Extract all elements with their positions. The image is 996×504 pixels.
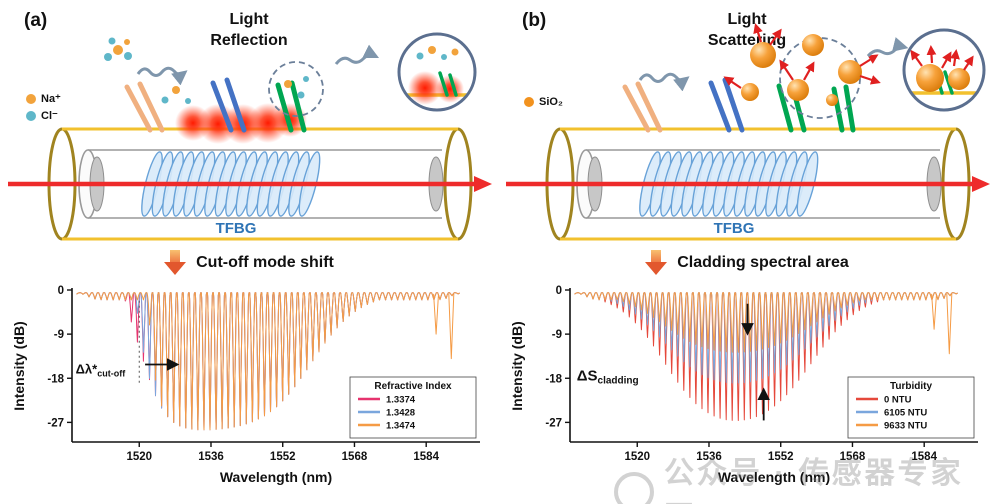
wave-arrow-icon bbox=[638, 72, 690, 92]
zoom-inset bbox=[902, 28, 986, 112]
process-caption-b: Cladding spectral area bbox=[677, 253, 849, 271]
loose-ions bbox=[161, 86, 191, 104]
svg-text:-9: -9 bbox=[552, 329, 562, 341]
zoom-inset bbox=[397, 32, 477, 112]
svg-text:Wavelength (nm): Wavelength (nm) bbox=[718, 469, 830, 485]
svg-text:Δλ*cut-off: Δλ*cut-off bbox=[76, 361, 127, 378]
tfbg-label: TFBG bbox=[714, 220, 755, 237]
svg-text:1552: 1552 bbox=[270, 451, 296, 463]
light-beam-arrow bbox=[506, 176, 990, 192]
down-arrow-icon bbox=[164, 250, 187, 275]
svg-text:Intensity (dB): Intensity (dB) bbox=[509, 321, 525, 410]
light-beam-arrow bbox=[8, 176, 492, 192]
spectrum-chart-b: 1520 1536 1552 1568 1584 0 -9 -18 -27 Wavelength … bbox=[509, 285, 978, 485]
panel-title-a-line2: Reflection bbox=[210, 31, 288, 49]
svg-text:1552: 1552 bbox=[768, 451, 794, 463]
sio2-particle-icon bbox=[524, 97, 534, 107]
wave-arrow-icon bbox=[334, 44, 380, 65]
svg-text:-9: -9 bbox=[54, 329, 64, 341]
legend-row-cl: Cl⁻ bbox=[26, 109, 61, 122]
panel-label-b: (b) bbox=[522, 10, 547, 31]
svg-text:Intensity (dB): Intensity (dB) bbox=[11, 321, 27, 410]
process-b: Cladding spectral area bbox=[498, 250, 996, 275]
scatter-arrows bbox=[723, 23, 881, 89]
evanescent-glow bbox=[175, 103, 307, 144]
svg-text:1520: 1520 bbox=[624, 451, 650, 463]
sio2-label: SiO₂ bbox=[539, 96, 563, 108]
wave-arrow-icon bbox=[136, 66, 188, 86]
svg-text:0: 0 bbox=[58, 285, 64, 297]
svg-text:1536: 1536 bbox=[198, 451, 224, 463]
svg-text:0 NTU: 0 NTU bbox=[884, 395, 912, 406]
cl-ion-label: Cl⁻ bbox=[41, 110, 58, 122]
svg-text:Wavelength (nm): Wavelength (nm) bbox=[220, 469, 332, 485]
svg-text:1.3374: 1.3374 bbox=[386, 395, 416, 406]
particle-legend-b: SiO₂ bbox=[524, 96, 563, 108]
panel-label-a: (a) bbox=[24, 10, 48, 31]
svg-text:9633 NTU: 9633 NTU bbox=[884, 421, 927, 432]
fiber-diagram-b: TFBG bbox=[506, 23, 990, 241]
legend-row-sio2: SiO₂ bbox=[524, 96, 563, 108]
sio2-spheres bbox=[741, 34, 862, 106]
svg-text:0: 0 bbox=[556, 285, 562, 297]
svg-text:1.3474: 1.3474 bbox=[386, 421, 416, 432]
nacl-cluster bbox=[104, 37, 132, 61]
ion-legend-a: Na⁺ Cl⁻ bbox=[26, 92, 61, 122]
cl-ion-icon bbox=[26, 110, 36, 121]
panel-title-a: Light Reflection bbox=[0, 10, 498, 52]
svg-text:1520: 1520 bbox=[126, 451, 152, 463]
grating-prongs bbox=[124, 77, 307, 133]
dashed-zoom-circle bbox=[268, 61, 324, 117]
svg-text:1536: 1536 bbox=[696, 451, 722, 463]
svg-text:1568: 1568 bbox=[342, 451, 368, 463]
tfbg-label: TFBG bbox=[216, 220, 257, 237]
process-caption-a: Cut-off mode shift bbox=[196, 253, 334, 271]
down-arrow-icon bbox=[645, 250, 668, 275]
svg-text:Refractive Index: Refractive Index bbox=[374, 381, 452, 392]
svg-text:-18: -18 bbox=[47, 373, 64, 385]
panel-a: (a) Light Reflection Na⁺ Cl⁻ bbox=[0, 10, 498, 485]
spectrum-chart-a: 1520 1536 1552 1568 1584 0 -9 -18 -27 Wavelength … bbox=[11, 285, 480, 485]
legend-row-na: Na⁺ bbox=[26, 92, 61, 105]
svg-text:1584: 1584 bbox=[911, 451, 937, 463]
fiber-diagram-a: TFBG bbox=[8, 32, 492, 241]
svg-text:ΔScladding: ΔScladding bbox=[577, 368, 639, 387]
wave-arrow-icon bbox=[866, 37, 909, 58]
na-ion-label: Na⁺ bbox=[41, 93, 61, 105]
panel-title-a-line1: Light bbox=[229, 11, 269, 28]
svg-text:-27: -27 bbox=[47, 417, 64, 429]
svg-text:1584: 1584 bbox=[413, 451, 439, 463]
panel-b: (b) Light Scattering SiO₂ bbox=[498, 0, 996, 504]
fiber-coating bbox=[545, 127, 971, 241]
svg-text:-27: -27 bbox=[545, 417, 562, 429]
na-ion-icon bbox=[26, 93, 36, 104]
svg-text:1.3428: 1.3428 bbox=[386, 408, 415, 419]
svg-text:-18: -18 bbox=[545, 373, 562, 385]
svg-text:1568: 1568 bbox=[840, 451, 866, 463]
svg-text:Turbidity: Turbidity bbox=[890, 381, 932, 392]
process-a: Cut-off mode shift bbox=[0, 250, 498, 275]
svg-text:6105 NTU: 6105 NTU bbox=[884, 408, 927, 419]
